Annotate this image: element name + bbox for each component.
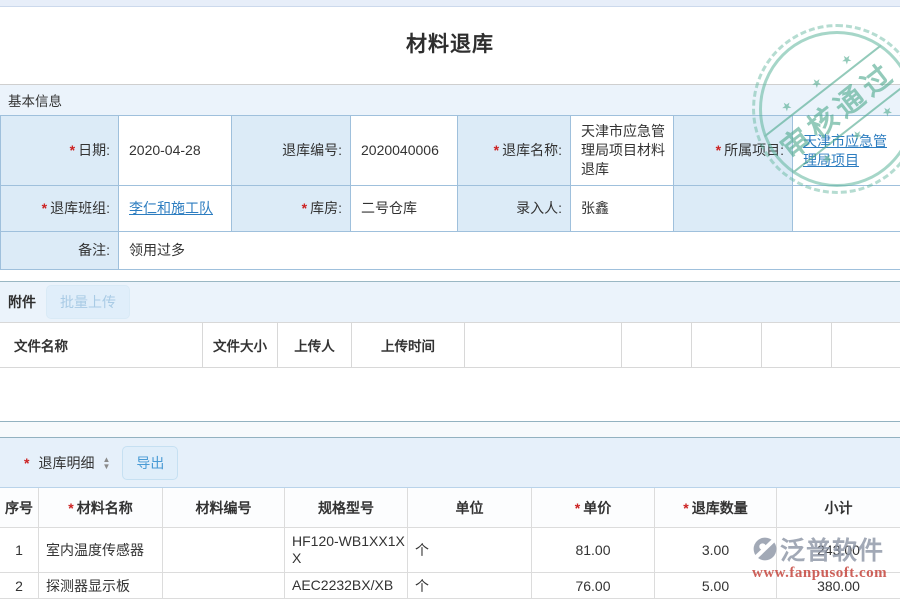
cell-return-qty[interactable]: 3.00 <box>655 528 777 573</box>
col-empty-3 <box>692 323 762 367</box>
col-empty-1 <box>465 323 622 367</box>
cell-unit[interactable]: 个 <box>408 528 532 573</box>
cell-material-code[interactable] <box>163 573 285 599</box>
detail-title: 退库明细 <box>38 454 95 471</box>
project-link[interactable]: 天津市应急管理局项目 <box>803 132 887 168</box>
col-file-name: 文件名称 <box>0 323 203 367</box>
cell-unit-price[interactable]: 76.00 <box>532 573 655 599</box>
col-material-name: * 材料名称 <box>39 488 163 528</box>
col-unit: 单位 <box>408 488 532 528</box>
cell-subtotal: 380.00 <box>777 573 900 599</box>
required-mark: * <box>68 499 74 516</box>
remark-value[interactable]: 领用过多 <box>119 232 900 270</box>
cell-spec-model[interactable]: HF120-WB1XX1XX <box>285 528 408 573</box>
required-mark: * <box>574 499 581 516</box>
remark-label: 备注: <box>1 232 119 270</box>
attachments-title: 附件 <box>8 294 36 310</box>
warehouse-label: * 库房: <box>232 186 351 232</box>
required-mark: * <box>715 142 722 159</box>
top-strip <box>0 0 900 7</box>
cell-material-name[interactable]: 探测器显示板 <box>39 573 163 599</box>
col-spec-model: 规格型号 <box>285 488 408 528</box>
date-value[interactable]: 2020-04-28 <box>119 116 232 186</box>
return-name-value[interactable]: 天津市应急管理局项目材料退库 <box>571 116 674 186</box>
cell-material-code[interactable] <box>163 528 285 573</box>
col-subtotal: 小计 <box>777 488 900 528</box>
cell-unit[interactable]: 个 <box>408 573 532 599</box>
team-link[interactable]: 李仁和施工队 <box>129 200 213 217</box>
return-name-label: * 退库名称: <box>458 116 571 186</box>
col-seq: 序号 <box>0 488 39 528</box>
empty-label-cell <box>674 186 793 232</box>
attachments-table-header: 文件名称 文件大小 上传人 上传时间 <box>0 322 900 368</box>
col-file-size: 文件大小 <box>203 323 278 367</box>
project-label: * 所属项目: <box>674 116 793 186</box>
page-title: 材料退库 <box>406 33 494 56</box>
required-mark: * <box>41 200 48 217</box>
required-mark: * <box>493 142 500 159</box>
batch-upload-button[interactable]: 批量上传 <box>46 285 130 319</box>
required-mark: * <box>301 200 308 217</box>
basic-info-section-header: 基本信息 <box>0 84 900 115</box>
cell-seq: 1 <box>0 528 39 573</box>
required-mark: * <box>69 142 76 159</box>
recorder-value: 张鑫 <box>571 186 674 232</box>
export-button[interactable]: 导出 <box>122 445 179 480</box>
required-mark: * <box>24 454 30 471</box>
sort-toggle-icon[interactable]: ▲ ▼ <box>102 454 111 471</box>
empty-value-cell <box>793 186 900 232</box>
cell-subtotal: 243.00 <box>777 528 900 573</box>
basic-info-form: * 日期: 2020-04-28 退库编号: 2020040006 * 退库名称… <box>0 115 900 270</box>
detail-table: 序号 * 材料名称 材料编号 规格型号 单位 * 单价 * 退库数量 小计 1 … <box>0 487 900 599</box>
col-unit-price: * 单价 <box>532 488 655 528</box>
basic-info-title: 基本信息 <box>8 94 62 109</box>
warehouse-value[interactable]: 二号仓库 <box>351 186 458 232</box>
separator-band <box>0 421 900 438</box>
team-value: 李仁和施工队 <box>119 186 232 232</box>
return-no-label: 退库编号: <box>232 116 351 186</box>
required-mark: * <box>683 499 689 516</box>
detail-section-header: * 退库明细 ▲ ▼ 导出 <box>0 438 900 487</box>
recorder-label: 录入人: <box>458 186 571 232</box>
col-material-code: 材料编号 <box>163 488 285 528</box>
cell-material-name[interactable]: 室内温度传感器 <box>39 528 163 573</box>
col-return-qty: * 退库数量 <box>655 488 777 528</box>
cell-spec-model[interactable]: AEC2232BX/XB <box>285 573 408 599</box>
col-uploader: 上传人 <box>278 323 352 367</box>
cell-seq: 2 <box>0 573 39 599</box>
cell-return-qty[interactable]: 5.00 <box>655 573 777 599</box>
return-no-value: 2020040006 <box>351 116 458 186</box>
col-empty-4 <box>762 323 832 367</box>
col-upload-time: 上传时间 <box>352 323 465 367</box>
cell-unit-price[interactable]: 81.00 <box>532 528 655 573</box>
attachments-section-header: 附件 批量上传 <box>0 281 900 322</box>
col-empty-2 <box>622 323 692 367</box>
col-empty-5 <box>832 323 900 367</box>
team-label: * 退库班组: <box>1 186 119 232</box>
date-label: * 日期: <box>1 116 119 186</box>
project-value: 天津市应急管理局项目 <box>793 116 900 186</box>
